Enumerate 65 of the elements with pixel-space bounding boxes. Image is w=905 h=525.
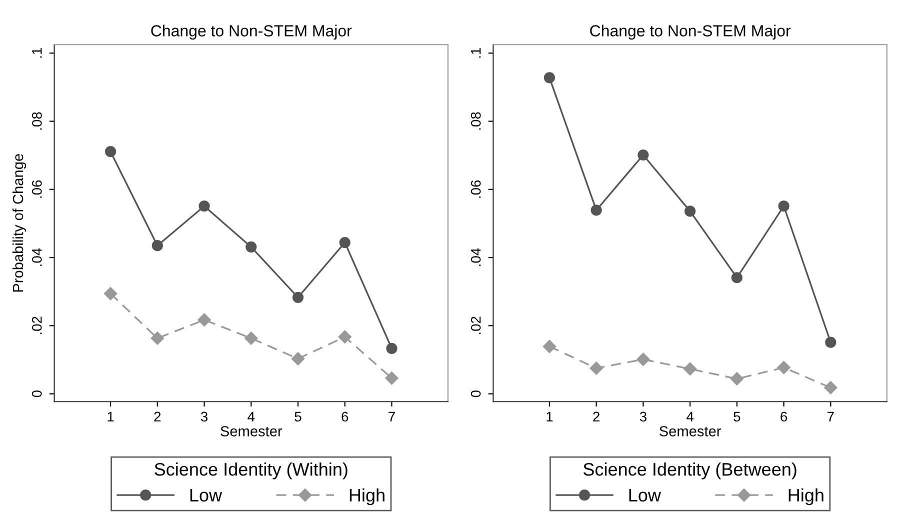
- legend-title: Science Identity (Between): [584, 462, 796, 480]
- legend-title: Science Identity (Within): [154, 462, 348, 480]
- chart-title: Change to Non-STEM Major: [590, 24, 791, 40]
- y-axis-title: Probability of Change: [12, 154, 26, 292]
- y-tick-label: .1: [471, 48, 481, 58]
- x-tick-label: 3: [640, 412, 646, 422]
- x-tick-label: 2: [154, 412, 161, 422]
- y-tick-label: .06: [32, 180, 42, 198]
- x-tick-label: 6: [342, 412, 348, 422]
- point: [244, 332, 258, 345]
- y-tick-label: .06: [470, 180, 481, 198]
- point: [590, 362, 603, 375]
- point: [292, 292, 304, 303]
- point: [385, 372, 398, 385]
- x-tick-label: 5: [734, 412, 740, 422]
- point: [198, 313, 211, 326]
- point: [731, 272, 742, 284]
- x-tick-label: 4: [686, 412, 694, 422]
- x-tick-label: 3: [200, 412, 208, 422]
- point: [291, 352, 305, 366]
- point: [386, 342, 398, 354]
- y-tick-label: .02: [32, 316, 42, 334]
- point: [542, 340, 556, 354]
- point: [152, 240, 163, 252]
- legend-label: High: [788, 488, 824, 506]
- legend-label: High: [350, 488, 384, 506]
- x-axis-title: Semester: [220, 426, 282, 436]
- point: [198, 200, 210, 212]
- point: [150, 332, 164, 345]
- x-tick-label: 7: [388, 412, 395, 422]
- x-tick-label: 6: [780, 412, 788, 422]
- y-tick-label: 0: [470, 390, 481, 398]
- x-axis-title: Semester: [660, 426, 722, 436]
- point: [638, 149, 649, 161]
- x-tick-label: 1: [546, 412, 553, 422]
- y-tick-label: 0: [32, 390, 42, 398]
- y-tick-label: .08: [470, 112, 481, 130]
- y-tick-label: .1: [32, 48, 42, 58]
- point: [825, 336, 836, 348]
- point: [590, 204, 602, 216]
- point: [777, 360, 790, 374]
- y-tick-label: .08: [32, 112, 42, 130]
- point: [338, 330, 352, 344]
- point: [636, 352, 650, 366]
- point: [824, 381, 838, 394]
- legend-label: Low: [190, 489, 222, 502]
- point: [778, 200, 790, 212]
- chart-title: Change to Non-STEM Major: [151, 24, 352, 40]
- point: [246, 241, 257, 253]
- y-tick-label: .04: [470, 248, 481, 266]
- x-tick-label: 5: [294, 412, 302, 422]
- point: [683, 362, 697, 376]
- point: [544, 72, 556, 84]
- y-tick-label: .04: [32, 248, 42, 266]
- point: [730, 372, 744, 386]
- point: [104, 287, 118, 300]
- x-tick-label: 4: [248, 412, 255, 422]
- point: [339, 236, 350, 248]
- x-tick-label: 2: [593, 412, 600, 422]
- x-tick-label: 1: [108, 412, 114, 422]
- legend-label: Low: [629, 489, 662, 502]
- point: [684, 206, 696, 217]
- x-tick-label: 7: [828, 412, 834, 422]
- point: [104, 146, 116, 158]
- y-tick-label: .02: [470, 316, 481, 334]
